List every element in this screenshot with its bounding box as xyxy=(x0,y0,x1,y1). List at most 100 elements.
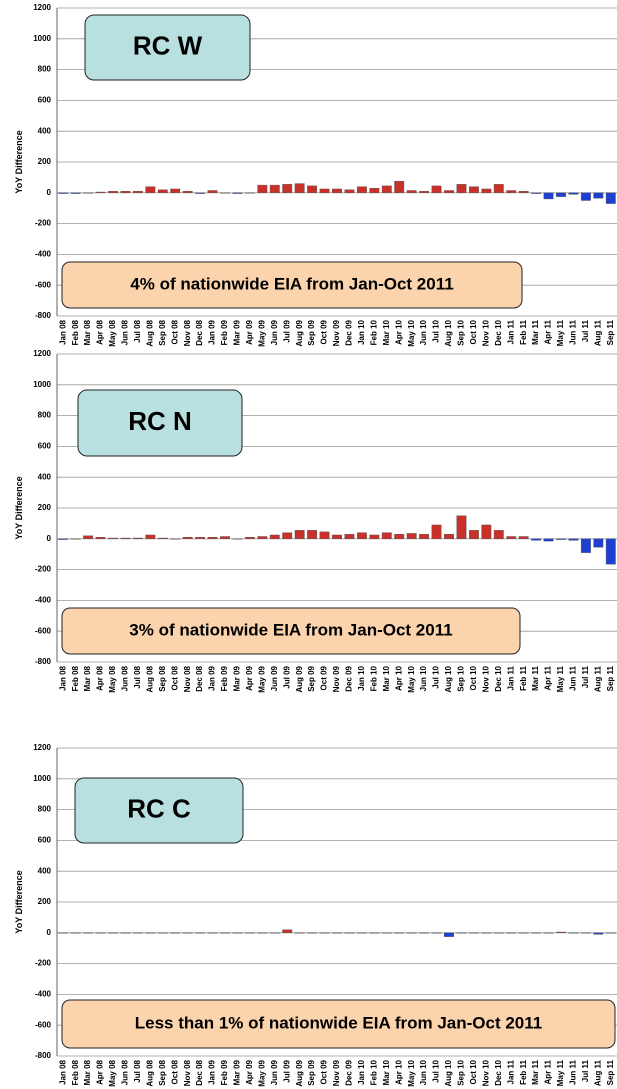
x-tick-label: Oct 09 xyxy=(320,665,329,690)
x-tick-label: Oct 10 xyxy=(469,1059,478,1084)
bar xyxy=(506,932,517,934)
bar xyxy=(344,932,355,934)
x-tick-label: Jun 10 xyxy=(419,319,428,345)
bar xyxy=(518,191,529,193)
title-box xyxy=(84,14,251,81)
x-tick-label: Mar 10 xyxy=(382,319,391,345)
y-tick-label: 600 xyxy=(38,442,52,451)
x-tick-label: Jun 08 xyxy=(121,319,130,345)
bar xyxy=(182,537,193,540)
x-tick-label: Jul 10 xyxy=(432,1059,441,1082)
x-tick-label: Jul 09 xyxy=(282,1059,291,1082)
bar xyxy=(257,932,268,934)
bar xyxy=(145,932,156,934)
x-tick-label: Nov 09 xyxy=(332,665,341,692)
x-tick-label: Aug 11 xyxy=(593,665,602,692)
x-tick-label: Mar 10 xyxy=(382,665,391,691)
x-tick-label: Feb 10 xyxy=(369,319,378,345)
bar xyxy=(244,192,255,194)
bar xyxy=(593,192,604,199)
bar xyxy=(493,184,504,194)
bar xyxy=(344,189,355,194)
x-tick-label: Apr 08 xyxy=(96,665,105,690)
chart-title: RC N xyxy=(128,406,192,436)
bar xyxy=(269,534,280,540)
x-tick-label: Jul 08 xyxy=(133,1059,142,1082)
bar xyxy=(481,188,492,193)
bar xyxy=(531,538,542,541)
bar xyxy=(307,185,318,193)
bar xyxy=(356,186,367,193)
x-tick-label: Aug 09 xyxy=(295,319,304,346)
y-axis-label: YoY Difference xyxy=(14,870,24,933)
bar xyxy=(294,932,305,934)
x-tick-label: Jun 11 xyxy=(569,1059,578,1084)
x-tick-label: Jul 09 xyxy=(282,319,291,342)
bar xyxy=(431,524,442,540)
bar xyxy=(307,932,318,934)
x-tick-label: Sep 09 xyxy=(307,665,316,691)
bar xyxy=(381,532,392,540)
bar xyxy=(394,533,405,539)
bar xyxy=(456,515,467,540)
x-tick-label: Dec 09 xyxy=(345,319,354,345)
bar xyxy=(70,192,81,194)
x-tick-label: May 09 xyxy=(257,1059,266,1086)
x-tick-label: Feb 08 xyxy=(71,665,80,691)
annotation-box xyxy=(61,607,521,655)
y-tick-label: 1200 xyxy=(33,349,51,358)
bar xyxy=(394,181,405,194)
x-tick-label: May 08 xyxy=(108,665,117,692)
y-tick-label: 800 xyxy=(38,65,52,74)
x-tick-label: May 08 xyxy=(108,319,117,346)
x-tick-label: Aug 08 xyxy=(145,1059,154,1086)
bar xyxy=(307,530,318,540)
bar xyxy=(356,532,367,540)
bar xyxy=(195,192,206,194)
x-tick-label: Aug 10 xyxy=(444,665,453,692)
x-tick-label: Feb 09 xyxy=(220,665,229,691)
x-tick-label: Mar 08 xyxy=(83,319,92,345)
x-tick-label: Oct 10 xyxy=(469,665,478,690)
x-tick-label: Aug 11 xyxy=(593,1059,602,1086)
bar xyxy=(282,532,293,540)
x-tick-label: Mar 08 xyxy=(83,665,92,691)
x-tick-label: Oct 08 xyxy=(170,319,179,344)
bar xyxy=(543,932,554,934)
bar xyxy=(83,932,94,934)
bar xyxy=(182,932,193,934)
y-tick-label: 200 xyxy=(38,157,52,166)
x-tick-label: Jul 08 xyxy=(133,665,142,688)
x-tick-label: Mar 09 xyxy=(233,665,242,691)
y-tick-label: -800 xyxy=(35,311,52,320)
x-tick-label: Jan 10 xyxy=(357,1059,366,1084)
bar xyxy=(195,932,206,934)
x-tick-label: Oct 09 xyxy=(320,319,329,344)
x-tick-label: Apr 11 xyxy=(544,319,553,344)
x-tick-label: Apr 08 xyxy=(96,1059,105,1084)
x-tick-label: Feb 09 xyxy=(220,1059,229,1085)
x-tick-label: Jun 10 xyxy=(419,665,428,691)
bar xyxy=(506,536,517,539)
x-tick-label: Oct 10 xyxy=(469,319,478,344)
bar xyxy=(170,932,181,934)
y-tick-label: 400 xyxy=(38,866,52,875)
bar xyxy=(493,530,504,540)
bar xyxy=(220,536,230,539)
bar xyxy=(493,932,504,934)
x-tick-label: May 11 xyxy=(556,1059,565,1086)
bar xyxy=(556,192,566,197)
x-tick-label: Jun 11 xyxy=(569,319,578,344)
y-tick-label: 0 xyxy=(47,928,52,937)
y-axis-label: YoY Difference xyxy=(14,130,24,193)
x-tick-label: Apr 11 xyxy=(544,665,553,690)
bar xyxy=(232,192,243,194)
x-tick-label: Dec 10 xyxy=(494,319,503,345)
bar xyxy=(132,191,143,193)
bar xyxy=(556,931,566,934)
bar xyxy=(157,537,168,540)
bar xyxy=(444,533,454,539)
bar xyxy=(319,188,330,193)
x-tick-label: Mar 11 xyxy=(531,665,540,690)
x-tick-label: Aug 08 xyxy=(145,319,154,346)
